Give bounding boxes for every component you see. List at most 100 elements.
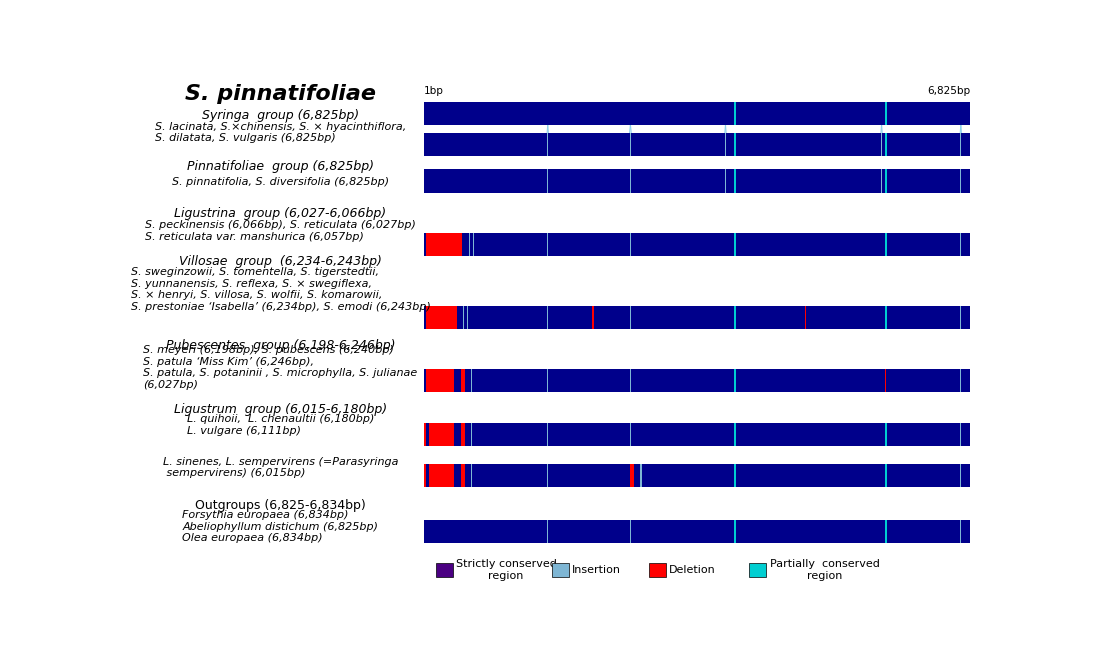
Text: Insertion: Insertion (572, 565, 621, 575)
Bar (464, 306, 467, 329)
Bar (430, 423, 454, 446)
Bar (961, 132, 970, 156)
Bar (436, 563, 453, 576)
Bar (736, 520, 885, 543)
Bar (631, 170, 725, 192)
Bar (736, 464, 885, 487)
Text: 1bp: 1bp (423, 86, 444, 96)
Bar (630, 306, 631, 329)
Bar (470, 232, 473, 256)
Bar (885, 423, 887, 446)
Bar (805, 306, 806, 329)
Bar (552, 563, 569, 576)
Bar (631, 369, 734, 392)
Text: Pinnatifoliae  group (6,825bp): Pinnatifoliae group (6,825bp) (186, 160, 374, 173)
Text: Outgroups (6,825-6,834bp): Outgroups (6,825-6,834bp) (195, 500, 366, 512)
Bar (881, 132, 882, 156)
Bar (736, 232, 885, 256)
Bar (881, 170, 882, 192)
Bar (736, 306, 805, 329)
Bar (423, 520, 547, 543)
Bar (631, 520, 734, 543)
Bar (461, 464, 465, 487)
Bar (887, 132, 960, 156)
Bar (882, 132, 885, 156)
Bar (548, 520, 630, 543)
Bar (630, 464, 634, 487)
Bar (734, 102, 736, 125)
Bar (467, 306, 468, 329)
Bar (960, 132, 961, 156)
Bar (548, 170, 630, 192)
Bar (631, 232, 734, 256)
Text: Syringa  group (6,825bp): Syringa group (6,825bp) (202, 109, 359, 122)
Bar (548, 464, 630, 487)
Bar (736, 369, 885, 392)
Bar (734, 132, 736, 156)
Bar (548, 423, 630, 446)
Bar (634, 464, 640, 487)
Bar (734, 369, 736, 392)
Bar (630, 132, 631, 156)
Bar (473, 423, 547, 446)
Bar (465, 423, 471, 446)
Text: S. meyeri (6,198bp), S. pubescens (6,240bp)
S. patula ‘Miss Kim’ (6,246bp),
S. p: S. meyeri (6,198bp), S. pubescens (6,240… (144, 345, 418, 389)
Bar (461, 369, 465, 392)
Bar (806, 306, 885, 329)
Bar (885, 306, 887, 329)
Bar (423, 102, 970, 125)
Bar (642, 464, 734, 487)
Bar (736, 132, 881, 156)
Bar (427, 232, 462, 256)
Bar (960, 306, 961, 329)
Text: Forsythia europaea (6,834bp)
Abeliophyllum distichum (6,825bp)
Olea europaea (6,: Forsythia europaea (6,834bp) Abeliophyll… (182, 510, 378, 543)
Text: L. quihoii,  L. chenaultii (6,180bp)
L. vulgare (6,111bp): L. quihoii, L. chenaultii (6,180bp) L. v… (186, 414, 374, 436)
Bar (548, 132, 630, 156)
Bar (887, 423, 960, 446)
Text: L. sinenes, L. sempervirens (=Parasyringa
 sempervirens) (6,015bp): L. sinenes, L. sempervirens (=Parasyring… (162, 457, 398, 478)
Text: S. peckinensis (6,066bp), S. reticulata (6,027bp)
S. reticulata var. manshurica : S. peckinensis (6,066bp), S. reticulata … (145, 220, 416, 242)
Bar (427, 464, 430, 487)
Bar (960, 170, 961, 192)
Bar (885, 170, 887, 192)
Bar (547, 132, 548, 156)
Bar (734, 232, 736, 256)
Bar (736, 423, 885, 446)
Bar (547, 232, 548, 256)
Bar (961, 423, 970, 446)
Bar (454, 369, 461, 392)
Bar (465, 369, 471, 392)
Bar (463, 306, 464, 329)
Bar (548, 232, 630, 256)
Bar (885, 369, 886, 392)
Bar (473, 232, 474, 256)
Text: S. sweginzowii, S. tomentella, S. tigerstedtii,
S. yunnanensis, S. reflexa, S. ×: S. sweginzowii, S. tomentella, S. tigers… (131, 267, 430, 312)
Bar (725, 132, 726, 156)
Bar (961, 369, 970, 392)
Bar (468, 306, 547, 329)
Bar (630, 520, 631, 543)
Bar (631, 423, 734, 446)
Bar (430, 464, 454, 487)
Bar (734, 464, 736, 487)
Bar (423, 464, 427, 487)
Text: Ligustrum  group (6,015-6,180bp): Ligustrum group (6,015-6,180bp) (174, 403, 387, 416)
Bar (887, 232, 960, 256)
Text: Partially  conserved
region: Partially conserved region (769, 559, 880, 580)
Text: Ligustrina  group (6,027-6,066bp): Ligustrina group (6,027-6,066bp) (174, 207, 386, 220)
Bar (423, 423, 427, 446)
Bar (427, 306, 457, 329)
Bar (630, 232, 631, 256)
Bar (887, 306, 960, 329)
Bar (471, 369, 473, 392)
Bar (749, 563, 767, 576)
Bar (960, 232, 961, 256)
Bar (885, 132, 887, 156)
Bar (961, 232, 970, 256)
Bar (960, 423, 961, 446)
Bar (423, 132, 547, 156)
Bar (423, 170, 547, 192)
Bar (961, 170, 970, 192)
Bar (474, 232, 547, 256)
Bar (887, 520, 960, 543)
